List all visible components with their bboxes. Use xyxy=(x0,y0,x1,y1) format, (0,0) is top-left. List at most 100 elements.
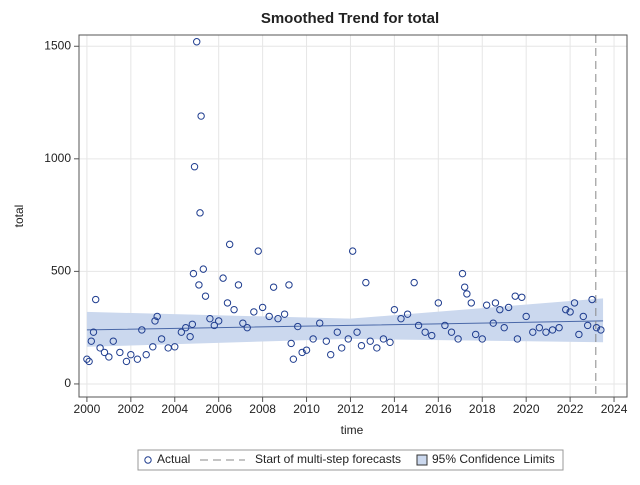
data-point xyxy=(460,283,469,291)
data-point xyxy=(597,326,605,334)
data-point xyxy=(189,269,198,278)
data-point xyxy=(302,346,311,354)
data-point xyxy=(575,330,583,339)
data-point xyxy=(434,299,443,307)
y-tick-label: 500 xyxy=(51,264,71,278)
x-tick-label: 2008 xyxy=(249,402,276,416)
data-point xyxy=(496,305,504,314)
data-point xyxy=(186,332,194,341)
x-tick-label: 2002 xyxy=(117,402,144,416)
data-point xyxy=(83,355,91,363)
x-tick-label: 2006 xyxy=(205,402,232,416)
chart-title: Smoothed Trend for total xyxy=(261,10,439,27)
data-point xyxy=(91,295,100,304)
y-tick-label: 0 xyxy=(64,376,71,390)
data-point xyxy=(274,314,282,323)
data-point xyxy=(344,335,352,343)
confidence-band xyxy=(86,298,604,347)
data-point xyxy=(258,303,267,312)
data-point xyxy=(265,312,273,321)
data-point xyxy=(157,335,166,343)
data-point xyxy=(177,328,186,336)
x-tick-label: 2024 xyxy=(601,402,628,416)
data-point xyxy=(337,344,346,352)
data-point xyxy=(197,112,205,120)
legend-label: 95% Confidence Limits xyxy=(432,452,555,466)
data-point xyxy=(441,321,449,330)
data-point xyxy=(357,341,366,350)
data-point xyxy=(195,281,203,289)
data-point xyxy=(478,335,486,343)
x-tick-label: 2000 xyxy=(74,402,101,416)
data-point xyxy=(489,319,497,327)
data-point xyxy=(127,350,135,359)
data-point xyxy=(250,308,258,316)
data-point xyxy=(234,281,243,289)
plot-frame xyxy=(78,34,628,398)
data-point xyxy=(566,308,574,316)
data-point xyxy=(467,299,475,307)
data-point xyxy=(289,355,298,363)
data-point xyxy=(188,320,197,328)
data-point xyxy=(353,328,361,336)
data-point xyxy=(243,323,251,332)
data-point xyxy=(199,265,208,273)
data-point xyxy=(513,335,522,343)
data-point xyxy=(85,357,93,366)
data-point xyxy=(428,331,436,340)
data-point xyxy=(105,353,113,361)
data-point xyxy=(482,301,491,309)
legend-marker xyxy=(144,456,152,464)
data-point xyxy=(447,328,456,336)
data-point xyxy=(583,321,592,330)
data-point xyxy=(193,38,201,46)
data-point xyxy=(379,335,388,343)
data-point xyxy=(504,303,513,312)
data-point xyxy=(153,312,161,321)
data-point xyxy=(96,344,104,352)
data-point xyxy=(535,323,544,332)
x-tick-label: 2022 xyxy=(557,402,584,416)
data-point xyxy=(522,312,530,321)
x-tick-label: 2004 xyxy=(161,402,188,416)
data-point xyxy=(219,274,227,282)
x-tick-label: 2018 xyxy=(469,402,496,416)
data-point xyxy=(100,348,109,357)
x-tick-label: 2014 xyxy=(381,402,408,416)
data-point xyxy=(421,328,429,336)
data-point xyxy=(149,343,157,351)
data-point xyxy=(122,357,131,366)
data-point xyxy=(397,314,405,323)
y-tick-label: 1500 xyxy=(44,38,71,52)
data-point xyxy=(89,328,98,336)
data-point xyxy=(201,292,210,300)
data-point xyxy=(362,278,370,287)
legend-box xyxy=(137,449,564,471)
data-point xyxy=(403,310,412,318)
data-point xyxy=(206,314,214,323)
data-point xyxy=(151,317,159,325)
data-point xyxy=(287,339,295,348)
data-point xyxy=(190,162,199,171)
data-point xyxy=(298,348,306,357)
data-point xyxy=(562,305,570,314)
data-point xyxy=(142,350,150,359)
data-point xyxy=(239,319,247,327)
data-point xyxy=(518,293,526,301)
data-point xyxy=(458,269,467,278)
data-point xyxy=(390,305,399,314)
x-tick-label: 2020 xyxy=(513,402,540,416)
data-point xyxy=(373,344,381,352)
data-point xyxy=(223,299,232,307)
data-point xyxy=(269,283,278,291)
data-point xyxy=(254,247,262,255)
data-point xyxy=(285,281,293,289)
data-point xyxy=(182,323,190,332)
legend-marker xyxy=(416,454,428,466)
data-point xyxy=(294,322,302,331)
data-point xyxy=(210,321,218,330)
data-point xyxy=(529,328,537,336)
data-point xyxy=(109,337,117,345)
data-point xyxy=(280,310,289,318)
